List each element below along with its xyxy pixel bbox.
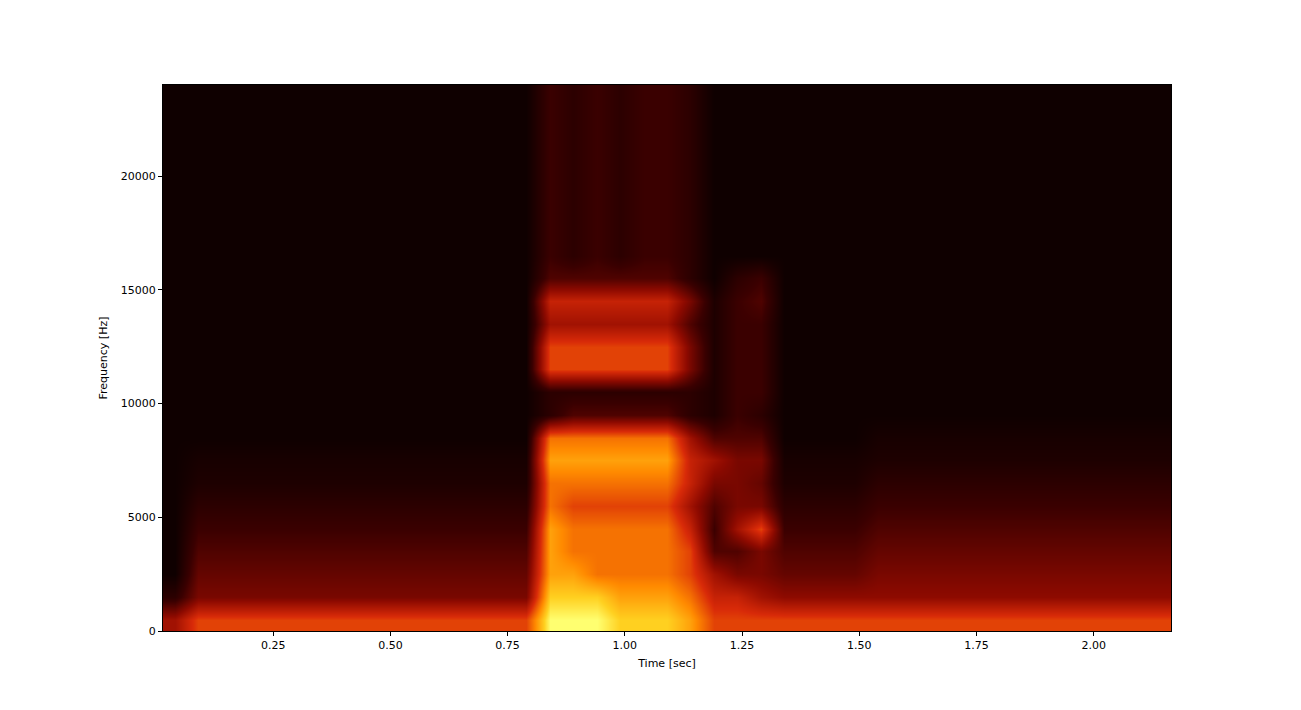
svg-text:1.75: 1.75 xyxy=(964,639,989,652)
svg-text:10000: 10000 xyxy=(121,397,156,410)
svg-text:0.75: 0.75 xyxy=(495,639,519,652)
svg-text:5000: 5000 xyxy=(128,511,156,524)
svg-text:Frequency [Hz]: Frequency [Hz] xyxy=(97,317,110,400)
svg-text:Time [sec]: Time [sec] xyxy=(637,657,696,670)
svg-text:0: 0 xyxy=(149,625,156,638)
svg-text:0.25: 0.25 xyxy=(261,639,286,652)
svg-text:2.00: 2.00 xyxy=(1081,639,1106,652)
svg-text:15000: 15000 xyxy=(121,284,156,297)
svg-text:0.50: 0.50 xyxy=(378,639,403,652)
svg-text:1.00: 1.00 xyxy=(613,639,638,652)
svg-text:1.25: 1.25 xyxy=(730,639,755,652)
svg-text:1.50: 1.50 xyxy=(847,639,872,652)
svg-text:20000: 20000 xyxy=(121,170,156,183)
